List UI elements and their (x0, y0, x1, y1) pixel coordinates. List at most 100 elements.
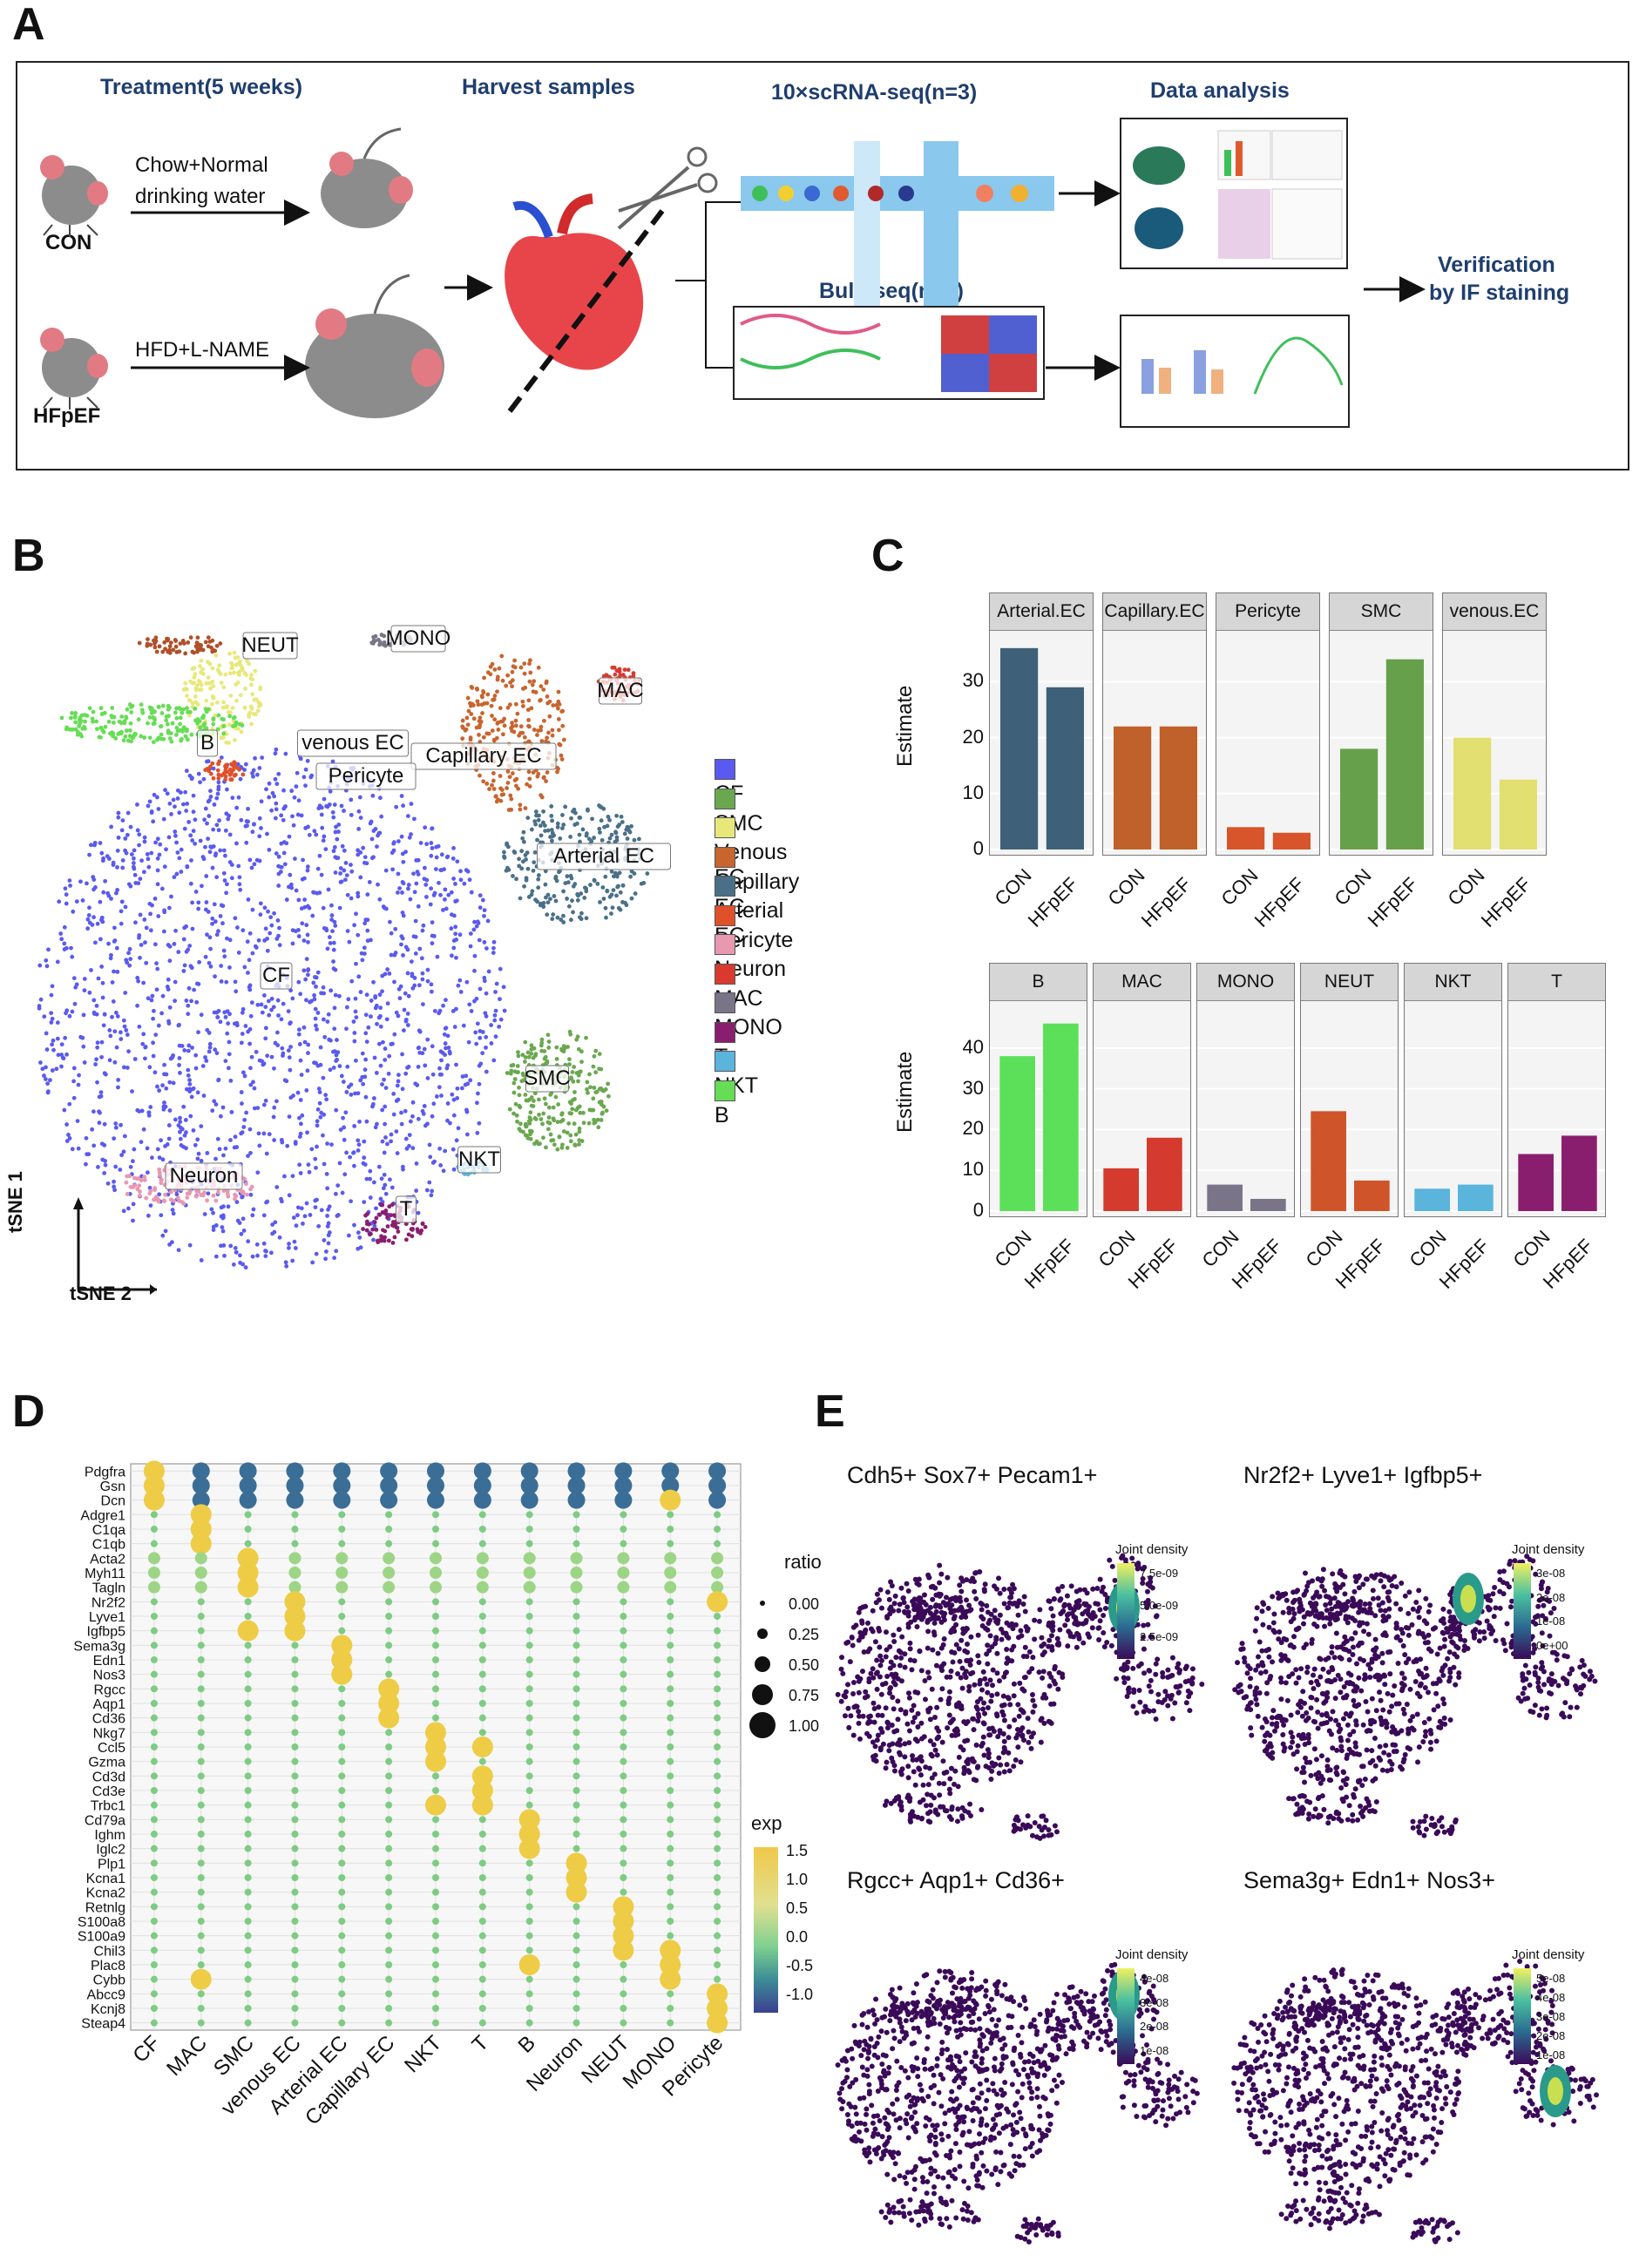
dot (244, 1743, 252, 1750)
dot (244, 1772, 252, 1780)
dot (620, 1598, 627, 1606)
dot (570, 1581, 583, 1594)
dot (194, 1581, 207, 1594)
dot (385, 1772, 393, 1780)
dot (711, 1567, 724, 1579)
dot (714, 1642, 721, 1649)
dot (617, 1552, 630, 1565)
dot (572, 1613, 580, 1620)
legend-swatch (715, 846, 735, 868)
dot (291, 1874, 299, 1881)
dot (620, 1888, 627, 1896)
dot (291, 1816, 299, 1824)
dot (572, 1961, 580, 1968)
dot (714, 1670, 721, 1678)
dot (432, 2005, 439, 2012)
dot (385, 1511, 393, 1519)
dot (150, 1526, 158, 1533)
dot (338, 1816, 346, 1824)
dot (430, 1567, 442, 1579)
dot (237, 1576, 259, 1598)
legend-swatch (715, 992, 735, 1014)
facet-bars (990, 647, 1093, 850)
dot (714, 1656, 721, 1663)
dot (244, 1714, 252, 1722)
dot (572, 1598, 580, 1606)
dot (478, 1757, 486, 1765)
dot (567, 1491, 586, 1509)
dot (150, 1540, 158, 1547)
ratio-legend-dot (760, 1601, 765, 1606)
ratio-legend-dot (749, 1712, 776, 1738)
dot (570, 1567, 583, 1579)
panel-letter-a: A (12, 0, 45, 50)
dot (620, 1831, 627, 1838)
dot (190, 1968, 212, 1990)
harvest-title: Harvest samples (462, 75, 635, 99)
scrna-analysis-thumbnail (1120, 118, 1348, 269)
tsne-label-text: Pericyte (329, 764, 404, 788)
dot (244, 1918, 252, 1925)
dot (478, 1613, 486, 1620)
facet-bars (1103, 680, 1206, 850)
dot (197, 1757, 205, 1765)
dot (714, 1526, 721, 1533)
legend-swatch (715, 1051, 735, 1073)
gene-label: Pdgfra (85, 1465, 125, 1479)
dot (150, 1729, 158, 1737)
dot (525, 1642, 533, 1649)
dot (244, 1831, 252, 1838)
ratio-legend-label: 0.50 (789, 1656, 819, 1674)
gene-label: S100a9 (78, 1930, 125, 1945)
y-tick-label: 0 (972, 1199, 984, 1221)
dot (197, 1787, 205, 1794)
tsne-label: Neuron (165, 1162, 243, 1190)
dot (385, 1743, 393, 1750)
cluster-axis-label: B (514, 2031, 540, 2057)
dot (707, 1983, 728, 2005)
dot (194, 1567, 207, 1579)
bar-hfpef (1458, 1184, 1494, 1211)
y-tick-label: 30 (962, 669, 984, 692)
dot (520, 1462, 539, 1480)
dot (291, 1918, 299, 1925)
dot (620, 1613, 627, 1620)
dot (478, 1598, 486, 1606)
facet-bars (1216, 680, 1319, 850)
dot (714, 1918, 721, 1925)
dot (338, 1932, 346, 1940)
dot (150, 1816, 158, 1824)
ratio-legend-dot (752, 1684, 773, 1705)
exp-legend-label: 1.0 (786, 1871, 808, 1888)
workflow-graphics (40, 118, 1426, 428)
tsne-label: MONO (386, 625, 450, 653)
dot (150, 1961, 158, 1968)
mouse-con-right-icon (321, 127, 413, 228)
ratio-legend-label: 0.25 (789, 1626, 819, 1643)
dot (385, 1627, 393, 1635)
scissors-icon (617, 146, 718, 230)
facet-strip-label: T (1508, 964, 1605, 1001)
gene-label: Cd3e (92, 1784, 125, 1799)
tsne-label: NKT (457, 1146, 501, 1174)
dot (338, 1729, 346, 1737)
dot (518, 1809, 540, 1831)
dot (244, 1888, 252, 1896)
gene-label: Adgre1 (80, 1508, 125, 1523)
dot (478, 1685, 486, 1693)
joint-density-legend-title: Joint density (1115, 1542, 1189, 1557)
dot (432, 1831, 439, 1838)
tsne-label-text: NKT (458, 1148, 500, 1171)
dot (667, 1845, 674, 1852)
dot (525, 1859, 533, 1867)
dot (244, 1670, 252, 1678)
dot (432, 1946, 439, 1954)
tsne-label-text: B (200, 731, 214, 755)
facet-panel: Arterial.EC (989, 592, 1094, 856)
panel-letter-b: B (12, 531, 45, 581)
dot (338, 1526, 346, 1533)
dot (385, 1946, 393, 1954)
bar-hfpef (1561, 1135, 1597, 1211)
dot (244, 1801, 252, 1809)
dot (244, 1816, 252, 1824)
